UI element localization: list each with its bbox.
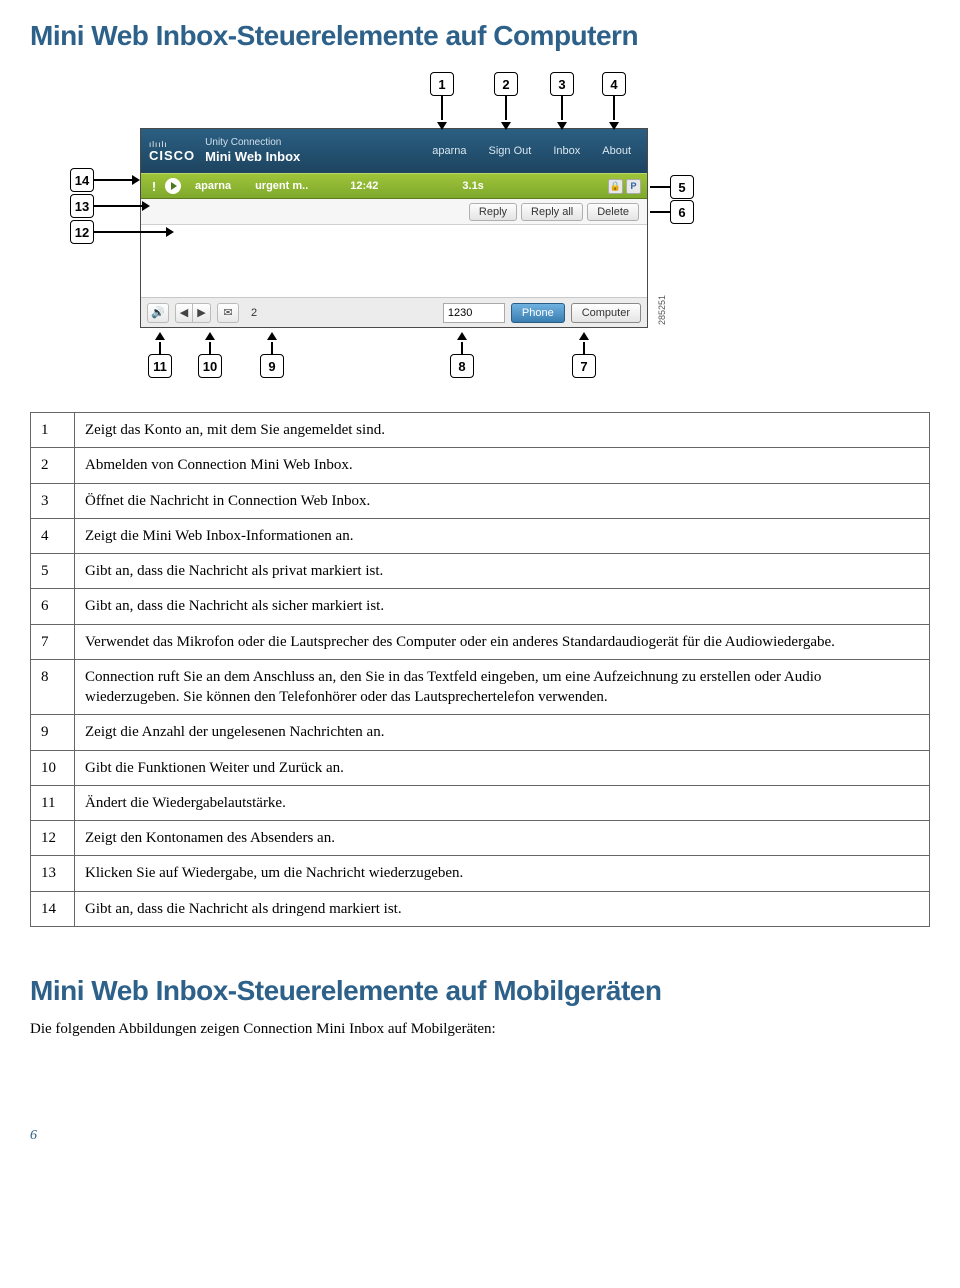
mail-icon[interactable]: ✉ <box>217 303 239 323</box>
row-number: 10 <box>31 750 75 785</box>
computer-button[interactable]: Computer <box>571 303 641 323</box>
row-text: Connection ruft Sie an dem Anschluss an,… <box>75 659 930 715</box>
row-text: Zeigt die Mini Web Inbox-Informationen a… <box>75 518 930 553</box>
urgent-icon: ! <box>147 179 161 194</box>
figure-ref: 285251 <box>657 295 667 325</box>
callout-2: 2 <box>494 72 518 96</box>
row-number: 3 <box>31 483 75 518</box>
msg-from: aparna <box>185 180 241 192</box>
row-text: Öffnet die Nachricht in Connection Web I… <box>75 483 930 518</box>
row-text: Zeigt das Konto an, mit dem Sie angemeld… <box>75 413 930 448</box>
table-row: 14Gibt an, dass die Nachricht als dringe… <box>31 891 930 926</box>
page-title: Mini Web Inbox-Steuerelemente auf Comput… <box>30 20 930 52</box>
row-number: 4 <box>31 518 75 553</box>
callout-7: 7 <box>572 354 596 378</box>
row-text: Ändert die Wiedergabelautstärke. <box>75 785 930 820</box>
row-text: Zeigt die Anzahl der ungelesenen Nachric… <box>75 715 930 750</box>
row-number: 5 <box>31 554 75 589</box>
message-row[interactable]: ! aparna urgent m.. 12:42 3.1s 🔒 P <box>141 173 647 199</box>
callout-12: 12 <box>70 220 94 244</box>
row-number: 8 <box>31 659 75 715</box>
extension-input[interactable]: 1230 <box>443 303 505 323</box>
figure-diagram: 1 2 3 4 5 6 14 13 12 11 <box>70 72 710 392</box>
mini-web-inbox-window: ılıılı CISCO Unity Connection Mini Web I… <box>140 128 648 328</box>
private-icon: P <box>626 179 641 194</box>
product-line: Unity Connection <box>205 137 300 149</box>
row-text: Abmelden von Connection Mini Web Inbox. <box>75 448 930 483</box>
row-number: 7 <box>31 624 75 659</box>
callout-9: 9 <box>260 354 284 378</box>
msg-time: 12:42 <box>340 180 388 192</box>
row-number: 12 <box>31 821 75 856</box>
reply-all-button[interactable]: Reply all <box>521 203 583 221</box>
header-about[interactable]: About <box>602 145 631 157</box>
page-number: 6 <box>30 1128 37 1144</box>
app-title: Mini Web Inbox <box>205 149 300 165</box>
row-number: 6 <box>31 589 75 624</box>
table-row: 11Ändert die Wiedergabelautstärke. <box>31 785 930 820</box>
row-number: 9 <box>31 715 75 750</box>
message-body-area <box>141 225 647 297</box>
callout-4: 4 <box>602 72 626 96</box>
callout-1: 1 <box>430 72 454 96</box>
callout-8: 8 <box>450 354 474 378</box>
lock-icon: 🔒 <box>608 179 623 194</box>
table-row: 12Zeigt den Kontonamen des Absenders an. <box>31 821 930 856</box>
row-text: Klicken Sie auf Wiedergabe, um die Nachr… <box>75 856 930 891</box>
table-row: 6Gibt an, dass die Nachricht als sicher … <box>31 589 930 624</box>
msg-subject: urgent m.. <box>245 180 318 192</box>
table-row: 13Klicken Sie auf Wiedergabe, um die Nac… <box>31 856 930 891</box>
next-button[interactable]: ▶ <box>193 303 211 323</box>
table-row: 4Zeigt die Mini Web Inbox-Informationen … <box>31 518 930 553</box>
table-row: 3Öffnet die Nachricht in Connection Web … <box>31 483 930 518</box>
row-text: Gibt die Funktionen Weiter und Zurück an… <box>75 750 930 785</box>
row-text: Gibt an, dass die Nachricht als sicher m… <box>75 589 930 624</box>
volume-icon[interactable]: 🔊 <box>147 303 169 323</box>
description-table: 1Zeigt das Konto an, mit dem Sie angemel… <box>30 412 930 927</box>
row-text: Verwendet das Mikrofon oder die Lautspre… <box>75 624 930 659</box>
callout-14: 14 <box>70 168 94 192</box>
footer-toolbar: 🔊 ◀ ▶ ✉ 2 1230 Phone Computer <box>141 297 647 327</box>
row-number: 13 <box>31 856 75 891</box>
section-intro: Die folgenden Abbildungen zeigen Connect… <box>30 1021 930 1038</box>
row-number: 14 <box>31 891 75 926</box>
phone-button[interactable]: Phone <box>511 303 565 323</box>
header-inbox[interactable]: Inbox <box>553 145 580 157</box>
row-number: 1 <box>31 413 75 448</box>
row-text: Gibt an, dass die Nachricht als privat m… <box>75 554 930 589</box>
table-row: 5Gibt an, dass die Nachricht als privat … <box>31 554 930 589</box>
unread-count: 2 <box>245 307 263 319</box>
table-row: 8Connection ruft Sie an dem Anschluss an… <box>31 659 930 715</box>
delete-button[interactable]: Delete <box>587 203 639 221</box>
table-row: 10Gibt die Funktionen Weiter und Zurück … <box>31 750 930 785</box>
callout-3: 3 <box>550 72 574 96</box>
callout-6: 6 <box>670 200 694 224</box>
callout-5: 5 <box>670 175 694 199</box>
cisco-logo: ılıılı CISCO <box>149 141 195 162</box>
table-row: 1Zeigt das Konto an, mit dem Sie angemel… <box>31 413 930 448</box>
table-row: 2Abmelden von Connection Mini Web Inbox. <box>31 448 930 483</box>
row-text: Zeigt den Kontonamen des Absenders an. <box>75 821 930 856</box>
header-user[interactable]: aparna <box>432 145 466 157</box>
play-button[interactable] <box>165 178 181 194</box>
row-number: 11 <box>31 785 75 820</box>
action-bar: Reply Reply all Delete <box>141 199 647 225</box>
header-signout[interactable]: Sign Out <box>489 145 532 157</box>
section-title-mobile: Mini Web Inbox-Steuerelemente auf Mobilg… <box>30 975 930 1007</box>
prev-button[interactable]: ◀ <box>175 303 193 323</box>
callout-10: 10 <box>198 354 222 378</box>
row-number: 2 <box>31 448 75 483</box>
window-header: ılıılı CISCO Unity Connection Mini Web I… <box>141 129 647 173</box>
callout-11: 11 <box>148 354 172 378</box>
callout-13: 13 <box>70 194 94 218</box>
table-row: 7Verwendet das Mikrofon oder die Lautspr… <box>31 624 930 659</box>
msg-duration: 3.1s <box>452 180 493 192</box>
table-row: 9Zeigt die Anzahl der ungelesenen Nachri… <box>31 715 930 750</box>
row-text: Gibt an, dass die Nachricht als dringend… <box>75 891 930 926</box>
reply-button[interactable]: Reply <box>469 203 517 221</box>
